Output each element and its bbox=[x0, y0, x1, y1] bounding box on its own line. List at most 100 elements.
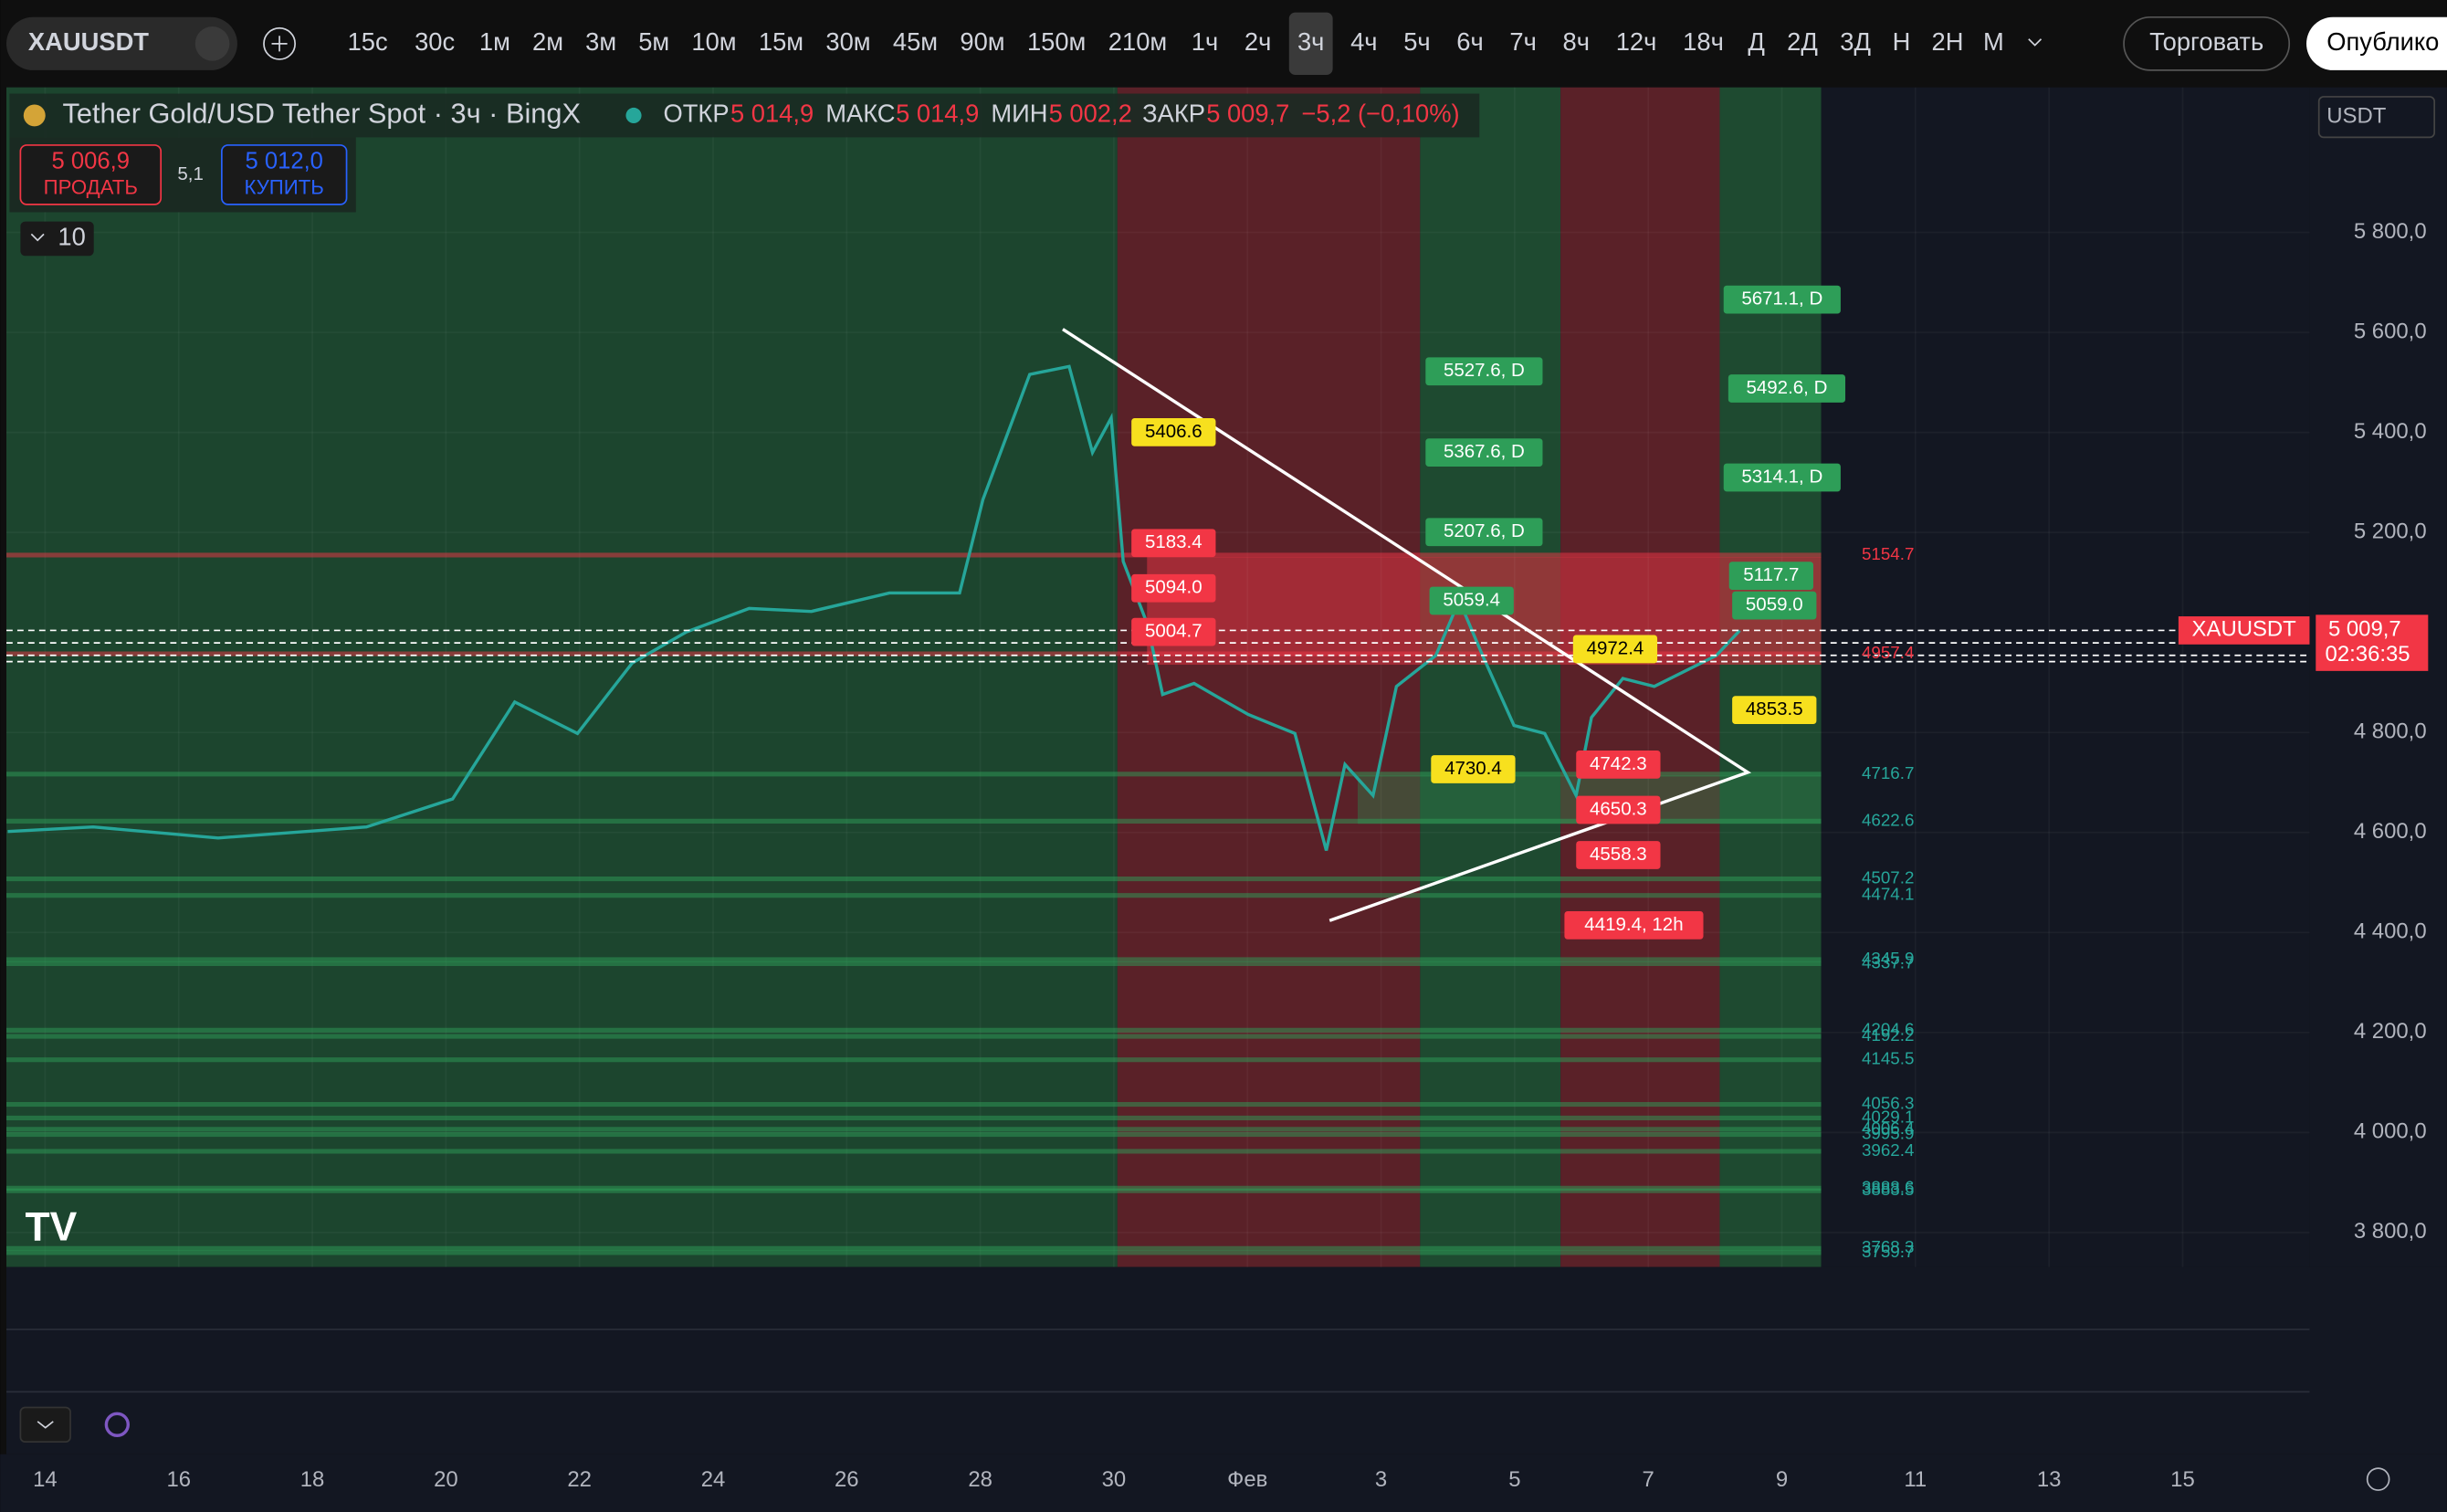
session-red bbox=[1560, 87, 1720, 1267]
high-label: МАКС bbox=[825, 100, 895, 128]
timeframe[interactable]: 15м bbox=[759, 27, 803, 56]
currency-select[interactable] bbox=[2317, 96, 2436, 139]
low-label: МИН bbox=[991, 100, 1047, 128]
tag: 5527.6, D bbox=[1444, 360, 1525, 381]
buy-button[interactable] bbox=[220, 144, 348, 205]
timeframe[interactable]: 30м bbox=[825, 27, 870, 56]
sell-label: ПРОДАТЬ bbox=[44, 176, 138, 199]
indicator-pane bbox=[5, 1266, 2447, 1454]
timeframe[interactable]: 5ч bbox=[1403, 27, 1430, 56]
tag-bg bbox=[1732, 591, 1817, 620]
tag-bg bbox=[1728, 562, 1813, 590]
timeframe[interactable]: 18ч bbox=[1683, 27, 1724, 56]
timeframe[interactable]: М bbox=[1983, 27, 2004, 56]
trade-button[interactable] bbox=[2123, 16, 2291, 71]
level-label: 4957.4 bbox=[1862, 643, 1914, 662]
tag: 4650.3 bbox=[1590, 798, 1647, 819]
tag: 5059.4 bbox=[1443, 589, 1500, 610]
timeframe[interactable]: 30с bbox=[415, 27, 455, 56]
x-tick-label: 30 bbox=[1102, 1467, 1127, 1492]
last-symbol-bg bbox=[2178, 616, 2310, 645]
plus bbox=[271, 36, 288, 52]
tag: 4972.4 bbox=[1587, 637, 1644, 658]
timeframe[interactable]: 2ч bbox=[1245, 27, 1271, 56]
change: −5,2 (−0,10%) bbox=[1301, 100, 1459, 128]
sell-price: 5 006,9 bbox=[52, 148, 131, 173]
x-tick-label: 15 bbox=[2170, 1467, 2195, 1492]
level-label: 3759.7 bbox=[1862, 1242, 1914, 1261]
level-label: 4507.2 bbox=[1862, 868, 1914, 887]
timeframe[interactable]: 3м bbox=[585, 27, 616, 56]
level-label: 5154.7 bbox=[1862, 544, 1914, 563]
publish-button[interactable] bbox=[2306, 16, 2447, 70]
collapse-button[interactable] bbox=[19, 1406, 71, 1443]
legend-title: Tether Gold/USD Tether Spot · 3ч · BingX bbox=[63, 98, 582, 130]
symbol-button[interactable] bbox=[5, 16, 237, 70]
session-green bbox=[1719, 87, 1822, 1267]
x-tick-label: 22 bbox=[567, 1467, 592, 1492]
timeframe[interactable]: Н bbox=[1893, 27, 1911, 56]
add-symbol[interactable] bbox=[263, 26, 297, 60]
level-label: 4006.4 bbox=[1862, 1118, 1914, 1138]
level-label: 4056.3 bbox=[1862, 1093, 1914, 1112]
y-tick-label: 4 600,0 bbox=[2354, 819, 2427, 844]
timeframe[interactable]: 15с bbox=[348, 27, 388, 56]
session-green bbox=[1420, 87, 1561, 1267]
premium-icon[interactable] bbox=[194, 26, 230, 61]
timeframe[interactable]: Д bbox=[1748, 27, 1765, 56]
timeframe[interactable]: 1ч bbox=[1192, 27, 1218, 56]
x-tick-label: Фев bbox=[1227, 1467, 1267, 1492]
timeframe[interactable]: 45м bbox=[893, 27, 938, 56]
last-price-bg bbox=[2316, 614, 2429, 671]
tags: 5406.6 5183.4 5094.0 5004.7 5527.6, D 5367.6,… bbox=[1131, 285, 1846, 940]
timeframe[interactable]: 6ч bbox=[1456, 27, 1483, 56]
tag-bg bbox=[1576, 795, 1661, 824]
x-tick-label: 9 bbox=[1776, 1467, 1788, 1492]
timeframe[interactable]: 3Д bbox=[1840, 27, 1871, 56]
tag: 5367.6, D bbox=[1444, 441, 1525, 462]
y-tick-label: 5 800,0 bbox=[2354, 219, 2427, 244]
tag: 5207.6, D bbox=[1444, 520, 1525, 541]
timeframe[interactable]: 2Д bbox=[1787, 27, 1818, 56]
timeframe[interactable]: 90м bbox=[960, 27, 1004, 56]
timeframe[interactable]: 5м bbox=[638, 27, 669, 56]
settings-icon[interactable] bbox=[2366, 1467, 2390, 1491]
y-tick-label: 4 200,0 bbox=[2354, 1019, 2427, 1044]
more-timeframes bbox=[2028, 38, 2043, 47]
price-scale bbox=[2309, 87, 2447, 1267]
indicators-toggle[interactable] bbox=[20, 221, 94, 257]
x-tick-label: 11 bbox=[1904, 1467, 1927, 1492]
timeframe[interactable]: 10м bbox=[691, 27, 736, 56]
timeframe[interactable]: 12ч bbox=[1616, 27, 1657, 56]
timeframe[interactable]: 210м bbox=[1108, 27, 1167, 56]
chevron bbox=[37, 1421, 54, 1429]
last-symbol: XAUUSDT bbox=[2192, 617, 2297, 642]
triangle-pattern bbox=[1062, 328, 1752, 922]
timeframe[interactable]: 2м bbox=[532, 27, 563, 56]
tag-bg bbox=[1576, 841, 1661, 869]
session-green bbox=[5, 87, 1118, 1267]
timeframe[interactable]: 4ч bbox=[1350, 27, 1377, 56]
level-label: 4337.7 bbox=[1862, 952, 1914, 971]
x-tick-label: 26 bbox=[835, 1467, 859, 1492]
high: 5 014,9 bbox=[896, 100, 979, 128]
timeframe[interactable]: 7ч bbox=[1509, 27, 1536, 56]
sell-button[interactable] bbox=[19, 144, 163, 205]
time-axis bbox=[0, 1454, 2447, 1512]
tag-bg bbox=[1564, 911, 1704, 940]
open: 5 014,9 bbox=[730, 100, 814, 128]
sync-icon[interactable] bbox=[104, 1412, 131, 1437]
active-timeframe bbox=[1288, 12, 1333, 76]
timeframe[interactable]: 1м bbox=[479, 27, 510, 56]
last-price: 5 009,7 bbox=[2328, 617, 2401, 642]
timeframe[interactable]: 2Н bbox=[1931, 27, 1963, 56]
y-tick-label: 5 600,0 bbox=[2354, 319, 2427, 343]
level-label: 3962.4 bbox=[1862, 1140, 1914, 1160]
y-tick-label: 4 400,0 bbox=[2354, 919, 2427, 944]
timeframe[interactable]: 150м bbox=[1027, 27, 1086, 56]
level-label: 3995.9 bbox=[1862, 1124, 1914, 1143]
tag: 4730.4 bbox=[1444, 758, 1502, 779]
timeframe[interactable]: 8ч bbox=[1563, 27, 1590, 56]
low: 5 002,2 bbox=[1049, 100, 1132, 128]
timeframe[interactable]: 3ч bbox=[1297, 27, 1324, 56]
